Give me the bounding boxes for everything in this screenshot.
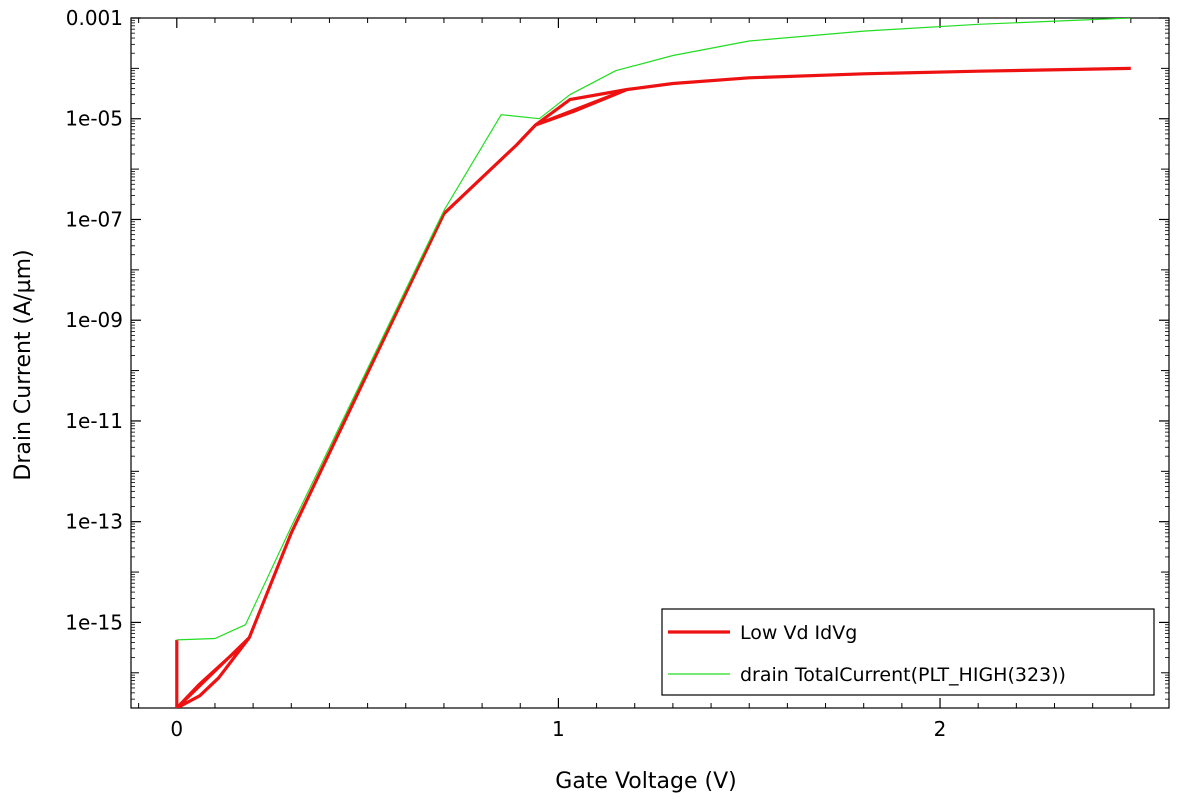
x-tick-label: 0 [170, 717, 183, 741]
y-tick-label: 1e-11 [65, 409, 123, 433]
y-tick-label: 1e-05 [65, 107, 123, 131]
y-tick-label: 1e-15 [65, 610, 123, 634]
legend-label-low-vd-idvg: Low Vd IdVg [740, 622, 857, 644]
tick-labels: 0 1 2 1e-15 1e-13 1e-11 1e-09 1e-07 1e-05 0.001 [65, 6, 946, 741]
series-line-1 [176, 18, 1131, 641]
y-tick-label: 1e-13 [65, 510, 123, 534]
legend-box [661, 608, 1155, 696]
series-layer [175, 18, 1131, 708]
legend-label-drain-total-current: drain TotalCurrent(PLT_HIGH(323)) [740, 664, 1066, 686]
x-tick-label: 2 [934, 717, 947, 741]
y-tick-label: 1e-09 [65, 308, 123, 332]
y-tick-label: 1e-07 [65, 207, 123, 231]
x-tick-label: 1 [552, 717, 565, 741]
y-axis-title: Drain Current (A/µm) [11, 249, 36, 480]
y-tick-label: 0.001 [66, 6, 123, 30]
legend: Low Vd IdVg drain TotalCurrent(PLT_HIGH(… [661, 608, 1155, 696]
series-line-0 [175, 66, 1131, 708]
x-axis-title: Gate Voltage (V) [555, 769, 736, 794]
plot-frame [130, 17, 1170, 709]
axis-ticks [131, 17, 1170, 709]
